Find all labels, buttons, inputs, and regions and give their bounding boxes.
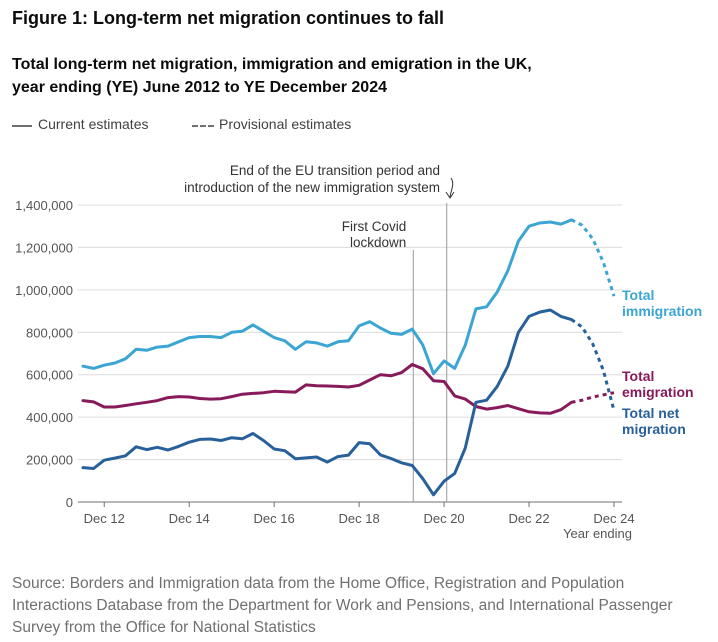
series-labels: Total immigration Total emigration Total net… bbox=[622, 287, 702, 437]
x-tick-label: Dec 22 bbox=[508, 511, 549, 526]
x-tick-label: Dec 12 bbox=[84, 511, 125, 526]
eu-annotation-text: End of the EU transition period and bbox=[230, 163, 440, 178]
chart-title-line2: year ending (YE) June 2012 to YE Decembe… bbox=[12, 79, 387, 96]
axes: 0 200,000 400,000 600,000 800,000 1,000,000 1,… bbox=[15, 198, 634, 541]
x-tick-label: Dec 16 bbox=[254, 511, 295, 526]
x-tick-label: Dec 14 bbox=[169, 511, 210, 526]
y-tick-label: 1,400,000 bbox=[15, 198, 73, 213]
series-lines bbox=[81, 218, 616, 497]
annotation-arrow bbox=[449, 177, 454, 198]
y-tick-label: 1,000,000 bbox=[15, 283, 73, 298]
y-tick-label: 0 bbox=[66, 495, 73, 510]
figure-title: Figure 1: Long-term net migration contin… bbox=[12, 8, 445, 28]
series-line-emigration-provisional bbox=[571, 391, 615, 404]
chart-title: Total long-term net migration, immigrati… bbox=[12, 53, 612, 99]
x-tick-label: Dec 24 bbox=[593, 511, 634, 526]
legend-label-current: Current estimates bbox=[38, 116, 149, 132]
y-tick-label: 1,200,000 bbox=[15, 240, 73, 255]
x-axis-label: Year ending bbox=[563, 526, 632, 541]
y-tick-label: 800,000 bbox=[26, 325, 73, 340]
covid-annotation-text: lockdown bbox=[350, 235, 406, 250]
series-label-emigration: Total emigration bbox=[622, 368, 694, 400]
x-tick-label: Dec 18 bbox=[339, 511, 380, 526]
series-line-emigration bbox=[81, 363, 573, 415]
source-note: Source: Borders and Immigration data fro… bbox=[12, 575, 673, 636]
x-tick-label: Dec 20 bbox=[423, 511, 464, 526]
migration-line-chart: 0 200,000 400,000 600,000 800,000 1,000,000 1,… bbox=[15, 163, 702, 541]
eu-annotation-text: introduction of the new immigration syst… bbox=[184, 180, 440, 195]
solid-line-swatch bbox=[12, 125, 32, 127]
arrow-head-icon bbox=[445, 191, 455, 199]
legend-label-provisional: Provisional estimates bbox=[219, 116, 352, 132]
series-line-net-migration bbox=[81, 308, 573, 497]
chart-title-line1: Total long-term net migration, immigrati… bbox=[12, 56, 532, 73]
series-label-net-migration: Total net migration bbox=[622, 405, 686, 437]
y-tick-label: 600,000 bbox=[26, 368, 73, 383]
series-line-net-migration-provisional bbox=[570, 318, 616, 411]
series-line-immigration-provisional bbox=[570, 218, 616, 297]
y-tick-label: 400,000 bbox=[26, 410, 73, 425]
covid-annotation-text: First Covid bbox=[342, 219, 407, 234]
grid-lines bbox=[78, 204, 622, 461]
series-line-immigration bbox=[81, 218, 573, 376]
y-tick-label: 200,000 bbox=[26, 453, 73, 468]
series-label-immigration: Total immigration bbox=[622, 287, 702, 319]
dashed-line-swatch bbox=[192, 125, 214, 127]
